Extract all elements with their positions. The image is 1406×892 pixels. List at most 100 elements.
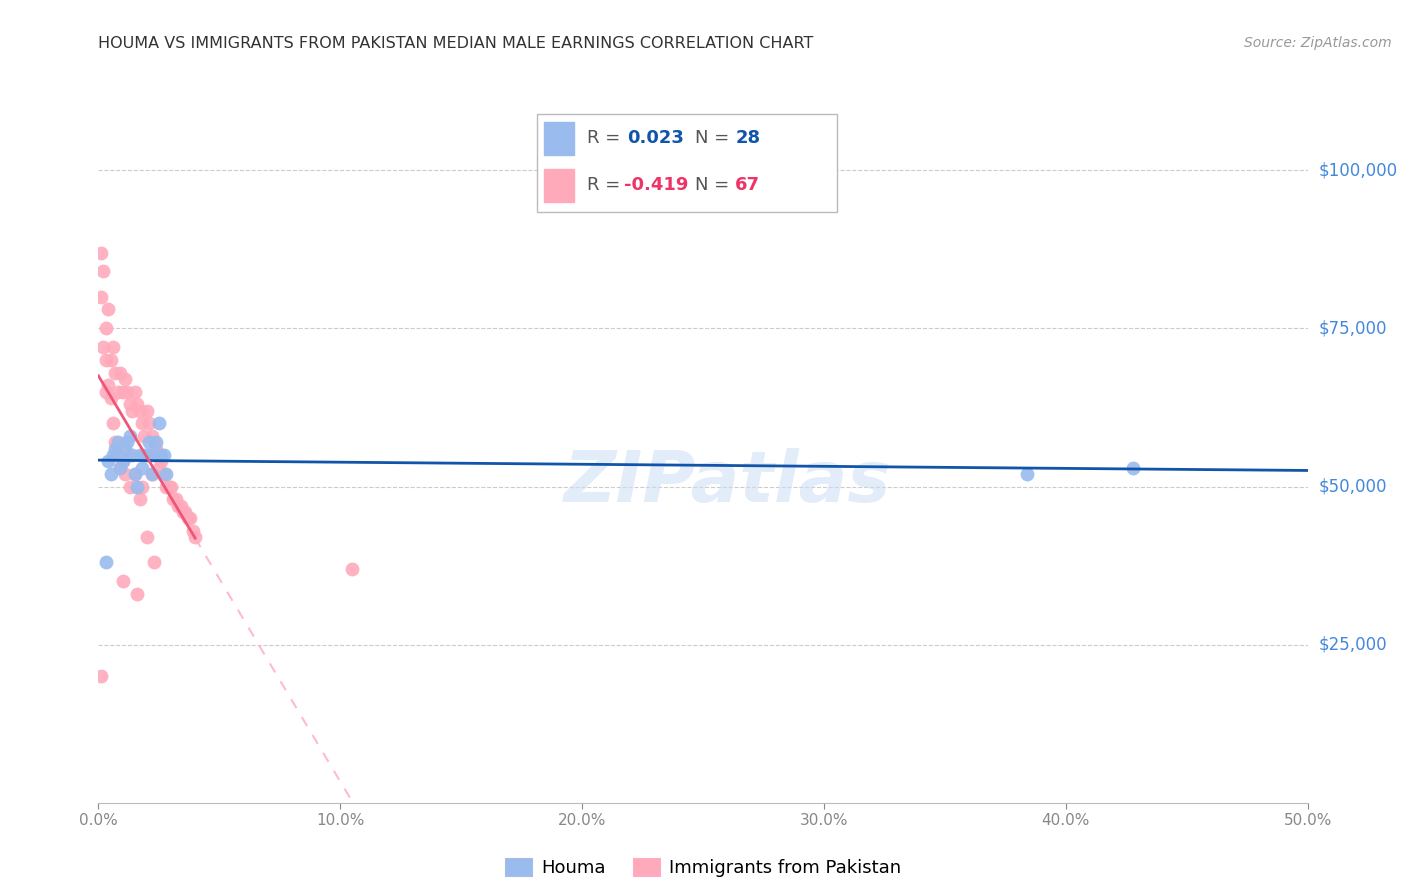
Point <box>143 435 166 450</box>
Point <box>157 479 180 493</box>
Point <box>134 429 156 443</box>
Point <box>143 448 166 462</box>
Point <box>1015 467 1038 481</box>
Text: 67: 67 <box>735 177 761 194</box>
Text: $50,000: $50,000 <box>1319 477 1388 496</box>
Point <box>90 669 112 683</box>
Point <box>1122 460 1144 475</box>
Point <box>127 479 149 493</box>
Point <box>135 448 157 462</box>
Point <box>162 492 184 507</box>
Point <box>124 467 146 481</box>
Point <box>108 460 131 475</box>
Bar <box>544 122 575 154</box>
Point <box>141 467 163 481</box>
Point <box>94 321 117 335</box>
Point <box>150 448 173 462</box>
Point <box>94 353 117 368</box>
Point <box>108 460 131 475</box>
Point <box>177 511 200 525</box>
Point <box>107 435 129 450</box>
Point <box>94 556 117 570</box>
Point <box>117 448 139 462</box>
Point <box>104 435 127 450</box>
Point <box>141 429 163 443</box>
Point <box>127 587 149 601</box>
Point <box>145 442 167 456</box>
Point <box>165 492 187 507</box>
Point <box>143 556 166 570</box>
Point <box>118 479 141 493</box>
Text: 28: 28 <box>735 129 761 147</box>
Point <box>167 499 190 513</box>
Point <box>134 448 156 462</box>
Point <box>100 391 122 405</box>
Point <box>91 340 114 354</box>
Text: $75,000: $75,000 <box>1319 319 1388 337</box>
Point <box>152 467 174 481</box>
Point <box>128 448 150 462</box>
Point <box>117 435 139 450</box>
Point <box>114 467 136 481</box>
Point <box>107 384 129 399</box>
Text: $100,000: $100,000 <box>1319 161 1398 179</box>
Point <box>135 448 157 462</box>
Point <box>111 454 134 468</box>
Text: $25,000: $25,000 <box>1319 636 1388 654</box>
Point <box>131 417 153 431</box>
Point <box>118 397 141 411</box>
Point <box>148 448 170 462</box>
Point <box>135 403 157 417</box>
Point <box>138 435 160 450</box>
Point <box>342 562 364 576</box>
Point <box>131 460 153 475</box>
Text: R =: R = <box>586 177 626 194</box>
Point <box>108 366 131 380</box>
Point <box>104 442 127 456</box>
Point <box>127 479 149 493</box>
Point <box>181 524 204 538</box>
Text: HOUMA VS IMMIGRANTS FROM PAKISTAN MEDIAN MALE EARNINGS CORRELATION CHART: HOUMA VS IMMIGRANTS FROM PAKISTAN MEDIAN… <box>98 36 814 51</box>
Point <box>179 511 201 525</box>
Point <box>97 454 120 468</box>
Bar <box>544 169 575 202</box>
Point <box>90 245 112 260</box>
Point <box>169 499 191 513</box>
Point <box>111 454 134 468</box>
Point <box>152 448 174 462</box>
Point <box>101 340 124 354</box>
Point <box>91 264 114 278</box>
Legend: Houma, Immigrants from Pakistan: Houma, Immigrants from Pakistan <box>498 850 908 884</box>
Point <box>100 353 122 368</box>
Point <box>128 403 150 417</box>
Point <box>94 384 117 399</box>
FancyBboxPatch shape <box>537 113 838 212</box>
Point <box>155 467 177 481</box>
Point <box>184 530 207 544</box>
Text: N =: N = <box>695 177 735 194</box>
Text: ZIPatlas: ZIPatlas <box>564 449 891 517</box>
Point <box>138 417 160 431</box>
Point <box>104 366 127 380</box>
Text: 0.023: 0.023 <box>627 129 683 147</box>
Point <box>121 448 143 462</box>
Point <box>114 442 136 456</box>
Point <box>150 454 173 468</box>
Text: R =: R = <box>586 129 626 147</box>
Text: Source: ZipAtlas.com: Source: ZipAtlas.com <box>1244 36 1392 50</box>
Point <box>148 460 170 475</box>
Point <box>135 530 157 544</box>
Point <box>127 397 149 411</box>
Point <box>128 492 150 507</box>
Point <box>148 417 170 431</box>
Point <box>114 372 136 386</box>
Point <box>100 467 122 481</box>
Point <box>107 448 129 462</box>
Point <box>90 290 112 304</box>
Point <box>160 479 183 493</box>
Point <box>97 378 120 392</box>
Point <box>141 467 163 481</box>
Point <box>145 435 167 450</box>
Point <box>111 384 134 399</box>
Point <box>131 479 153 493</box>
